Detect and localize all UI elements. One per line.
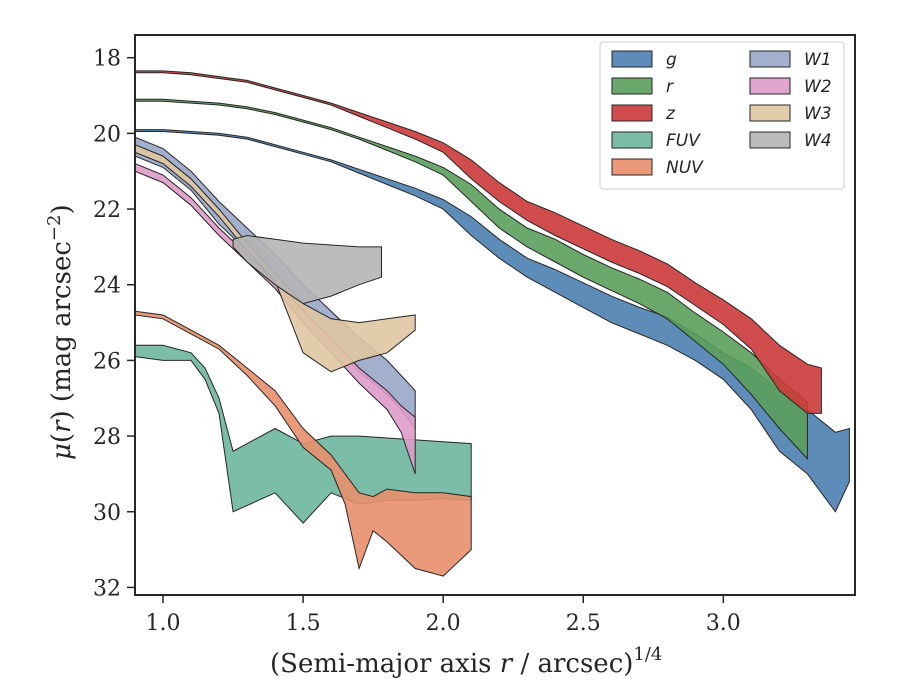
series-band-w4 [232, 234, 382, 305]
series-band-z [135, 70, 822, 414]
x-axis-label: (Semi-major axis r / arcsec)1/4 [270, 644, 662, 679]
legend-swatch-w3 [749, 104, 791, 122]
legend: grz FUV NUV W1 W2 W3 W4 [599, 41, 845, 190]
legend-label-w4: W4 [804, 131, 832, 151]
x-tick-label: 1.0 [146, 611, 181, 636]
x-tick-label: 3.0 [706, 611, 741, 636]
x-tick-label: 2.0 [426, 611, 461, 636]
legend-label-nuv: NUV [666, 158, 704, 178]
x-tick-label: 1.5 [286, 611, 321, 636]
legend-swatch-g [611, 50, 653, 68]
x-tick-label: 2.5 [566, 611, 601, 636]
y-tick-label: 24 [93, 274, 121, 299]
legend-label-fuv: FUV [666, 131, 701, 151]
legend-label-g: g [666, 50, 677, 70]
legend-swatch-w2 [749, 77, 791, 95]
legend-swatch-nuv [611, 158, 653, 176]
legend-label-z: z [665, 104, 676, 124]
y-tick-label: 22 [93, 198, 121, 223]
legend-label-w1: W1 [804, 50, 832, 70]
y-tick-label: 30 [93, 501, 121, 526]
series-band-g [135, 129, 850, 513]
series-band-r [135, 98, 808, 461]
legend-swatch-z [611, 104, 653, 122]
legend-swatch-r [611, 77, 653, 95]
series-band-w2 [135, 163, 416, 475]
legend-swatch-fuv [611, 131, 653, 149]
series-bands [135, 70, 850, 577]
legend-swatch-w1 [749, 50, 791, 68]
y-tick-label: 26 [93, 349, 121, 374]
plot-frame [134, 34, 856, 596]
y-axis-label: μ(r) (mag arcsec−2) [44, 204, 77, 460]
y-tick-label: 18 [93, 47, 121, 72]
legend-label-w2: W2 [804, 77, 832, 97]
y-tick-label: 20 [93, 122, 121, 147]
legend-swatch-w4 [749, 131, 791, 149]
x-axis-ticks: 1.0 1.5 2.0 2.5 3.0 [146, 595, 741, 636]
y-tick-label: 32 [93, 576, 121, 601]
legend-label-r: r [666, 77, 674, 97]
legend-label-w3: W3 [804, 104, 832, 124]
y-tick-label: 28 [93, 425, 121, 450]
y-axis-ticks: 18 20 22 24 26 28 30 32 [93, 47, 135, 601]
series-band-nuv [135, 310, 472, 577]
series-band-w3 [135, 144, 416, 373]
